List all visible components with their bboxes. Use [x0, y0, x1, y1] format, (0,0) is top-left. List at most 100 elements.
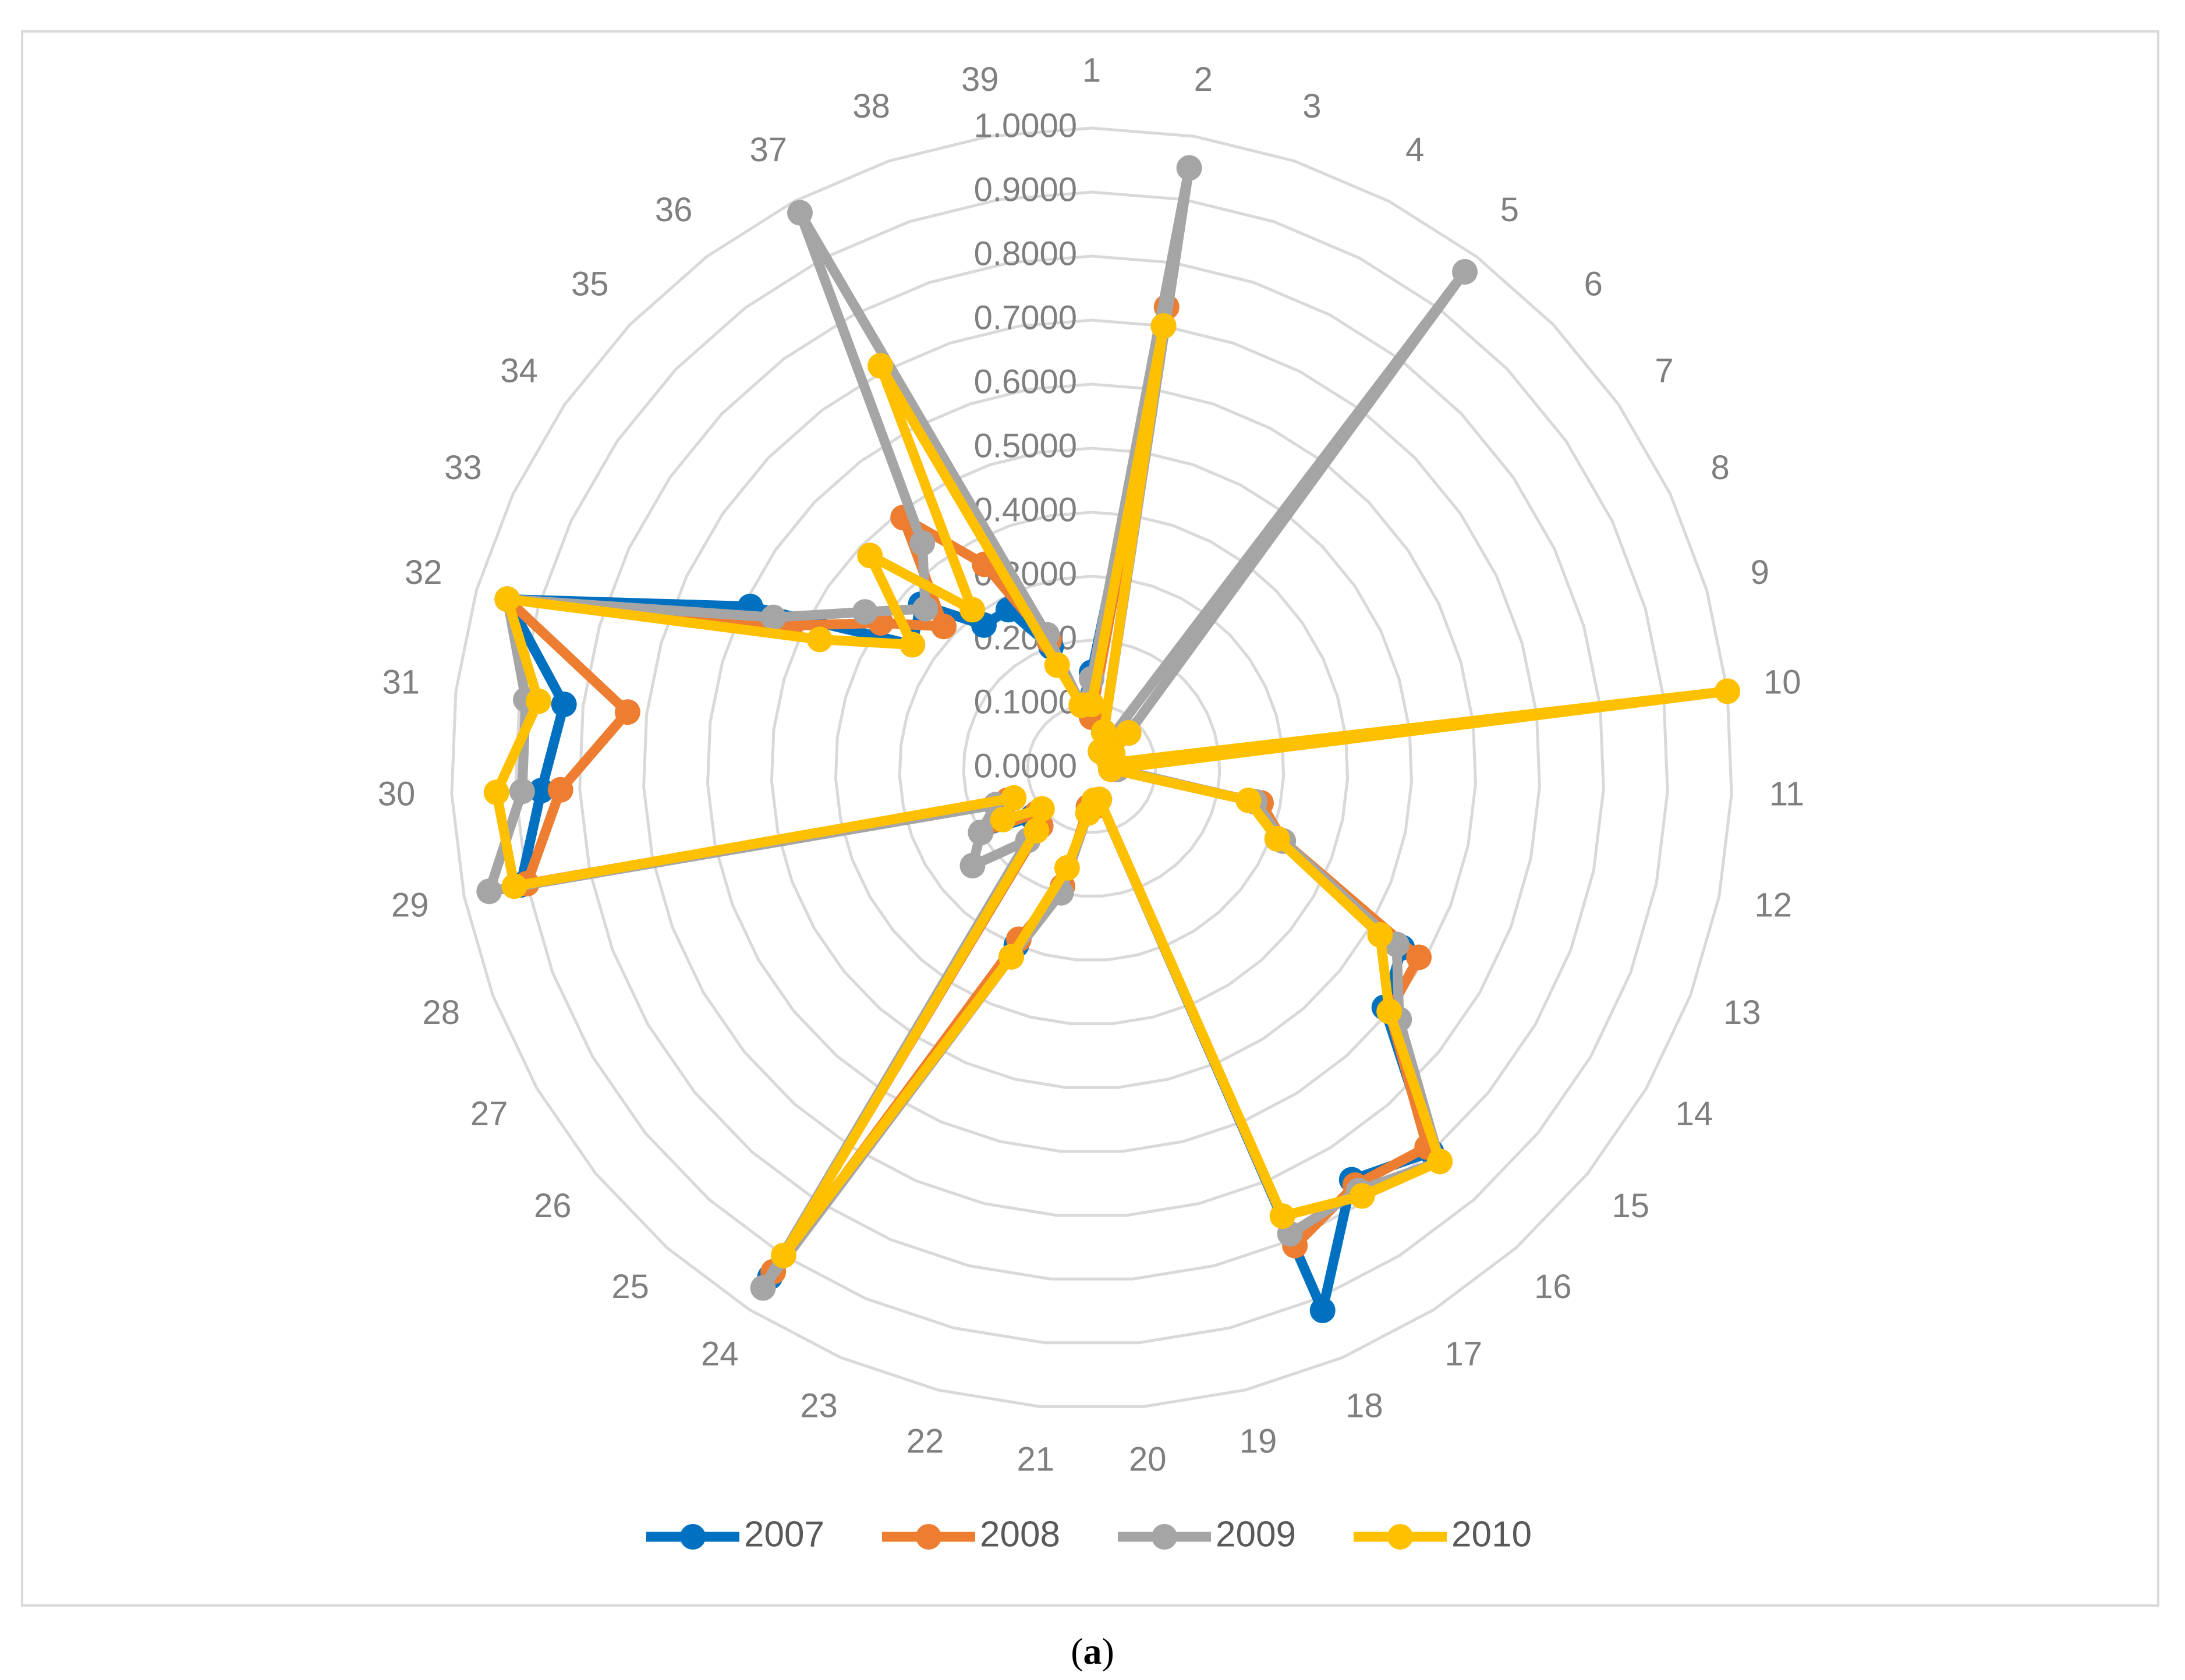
tick-label: 0.5000: [974, 427, 1077, 465]
category-label: 2: [1194, 61, 1213, 98]
figure-caption: (a): [0, 1630, 2185, 1673]
grid-ring: [1026, 703, 1157, 834]
data-point: [1001, 785, 1027, 811]
data-point: [476, 878, 502, 905]
data-point: [857, 543, 883, 569]
data-point: [1309, 1298, 1336, 1323]
category-label: 18: [1345, 1387, 1383, 1425]
data-point: [528, 778, 554, 804]
data-point: [1150, 313, 1177, 339]
data-point: [547, 777, 573, 803]
category-label: 10: [1763, 663, 1801, 701]
series-2007: [494, 313, 1444, 1323]
category-label: 30: [378, 775, 416, 813]
series-2010: [483, 313, 1740, 1268]
category-label: 36: [655, 191, 693, 229]
grid-ring: [706, 382, 1478, 1153]
data-point: [1115, 720, 1142, 746]
caption-close: ): [1102, 1631, 1114, 1672]
category-label: 26: [534, 1187, 572, 1225]
category-label: 19: [1240, 1423, 1277, 1461]
data-point: [998, 944, 1024, 970]
data-point: [750, 1275, 776, 1301]
data-point: [1427, 1149, 1453, 1175]
category-label: 5: [1500, 191, 1519, 229]
data-point: [1068, 692, 1095, 718]
category-label: 16: [1534, 1268, 1572, 1306]
tick-label: 0.4000: [974, 491, 1077, 529]
data-point: [1269, 1203, 1295, 1229]
category-label: 20: [1129, 1440, 1167, 1478]
grid-ring: [450, 126, 1733, 1408]
category-label: 17: [1444, 1335, 1482, 1373]
legend-item-2008: 2008: [882, 1514, 1060, 1554]
data-point: [770, 1242, 796, 1268]
category-label: 7: [1655, 352, 1673, 390]
caption-letter: a: [1083, 1631, 1102, 1672]
grid-ring: [770, 446, 1414, 1089]
category-label: 31: [382, 663, 420, 701]
tick-label: 0.1000: [974, 683, 1077, 721]
caption-open: (: [1071, 1631, 1083, 1672]
category-label: 39: [961, 61, 999, 98]
legend-marker: [916, 1524, 941, 1550]
data-series: [476, 155, 1740, 1323]
category-label: 9: [1751, 554, 1769, 591]
data-point: [494, 586, 520, 612]
legend-marker: [1152, 1524, 1177, 1550]
data-point: [551, 692, 577, 717]
data-point: [1264, 825, 1290, 852]
category-label: 22: [906, 1423, 944, 1461]
category-label: 14: [1676, 1095, 1713, 1133]
data-point: [959, 597, 986, 623]
legend-label: 2010: [1451, 1514, 1532, 1554]
category-label: 33: [444, 449, 482, 487]
data-point: [509, 778, 535, 804]
radial-tick-labels: 0.00000.10000.20000.30000.40000.50000.60…: [974, 107, 1077, 785]
legend-marker: [1387, 1524, 1413, 1550]
data-point: [990, 807, 1016, 832]
data-point: [931, 614, 957, 640]
category-label: 38: [852, 87, 890, 125]
data-point: [1349, 1183, 1375, 1209]
data-point: [1176, 155, 1202, 181]
tick-label: 0.8000: [974, 235, 1077, 272]
category-label: 28: [422, 994, 460, 1032]
legend-label: 2008: [980, 1514, 1060, 1554]
data-point: [1452, 259, 1478, 285]
data-point: [1029, 796, 1055, 822]
grid-ring: [578, 254, 1605, 1281]
category-label: 25: [611, 1268, 649, 1306]
data-point: [959, 853, 986, 878]
grid-ring: [642, 318, 1541, 1217]
data-point: [1054, 855, 1080, 881]
category-label: 4: [1405, 131, 1424, 169]
category-label: 34: [500, 352, 538, 390]
legend: 2007 2008 2009 2010: [646, 1514, 1532, 1554]
data-point: [501, 873, 527, 899]
category-label: 11: [1769, 775, 1804, 813]
data-point: [614, 699, 640, 725]
legend-item-2009: 2009: [1118, 1514, 1296, 1554]
tick-label: 0.7000: [974, 299, 1077, 336]
category-label: 6: [1584, 265, 1603, 303]
data-point: [1024, 818, 1050, 843]
data-point: [1235, 788, 1262, 813]
data-point: [806, 626, 833, 653]
data-point: [787, 200, 813, 226]
data-point: [1044, 652, 1070, 678]
data-point: [1376, 998, 1403, 1025]
data-point: [526, 688, 551, 714]
legend-item-2010: 2010: [1354, 1514, 1532, 1554]
data-point: [1715, 678, 1740, 704]
data-point: [1075, 800, 1101, 826]
data-point: [867, 353, 894, 379]
tick-label: 1.0000: [974, 107, 1077, 144]
category-label: 35: [571, 265, 609, 303]
category-label: 37: [749, 131, 787, 169]
series-2008: [494, 294, 1440, 1285]
data-point: [912, 596, 939, 622]
category-label: 32: [405, 554, 442, 591]
category-label: 23: [800, 1387, 838, 1425]
